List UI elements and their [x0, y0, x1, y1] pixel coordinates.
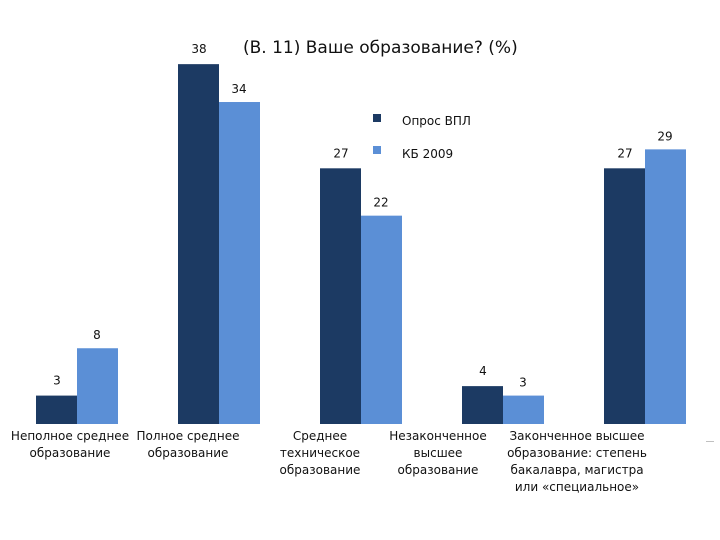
- bar-vpl-3: [462, 386, 503, 424]
- data-label-vpl-3: 4: [479, 364, 487, 378]
- chart-title: (В. 11) Ваше образование? (%): [243, 38, 518, 58]
- category-label-0: Неполное среднее образование: [10, 429, 130, 460]
- data-label-kb2009-1: 34: [231, 82, 246, 96]
- legend-label-0: Опрос ВПЛ: [402, 114, 471, 128]
- bar-vpl-0: [36, 395, 77, 424]
- bar-vpl-4: [604, 168, 645, 424]
- data-label-kb2009-0: 8: [93, 328, 101, 342]
- data-label-kb2009-4: 29: [657, 129, 672, 143]
- bar-kb2009-1: [219, 102, 260, 425]
- legend-swatch-0: [373, 114, 381, 122]
- legend-swatch-1: [373, 146, 381, 154]
- data-label-vpl-4: 27: [617, 146, 632, 160]
- bar-kb2009-4: [645, 149, 686, 424]
- bar-kb2009-0: [77, 348, 118, 424]
- data-label-kb2009-3: 3: [519, 376, 527, 390]
- bar-vpl-2: [320, 168, 361, 424]
- bar-vpl-1: [178, 64, 219, 424]
- data-label-vpl-0: 3: [53, 374, 61, 388]
- bar-kb2009-3: [503, 395, 544, 424]
- legend-label-1: КБ 2009: [402, 147, 454, 161]
- divider: [706, 441, 714, 442]
- category-label-2: Среднее техническое образование: [279, 429, 361, 477]
- category-label-3: Незаконченное высшее образование: [389, 429, 487, 477]
- data-label-vpl-2: 27: [333, 146, 348, 160]
- data-label-vpl-1: 38: [191, 42, 206, 56]
- bar-kb2009-2: [361, 215, 402, 424]
- data-label-kb2009-2: 22: [373, 196, 388, 210]
- category-label-4: Законченное высшее образование: степень …: [507, 429, 647, 494]
- category-label-1: Полное среднее образование: [136, 429, 240, 460]
